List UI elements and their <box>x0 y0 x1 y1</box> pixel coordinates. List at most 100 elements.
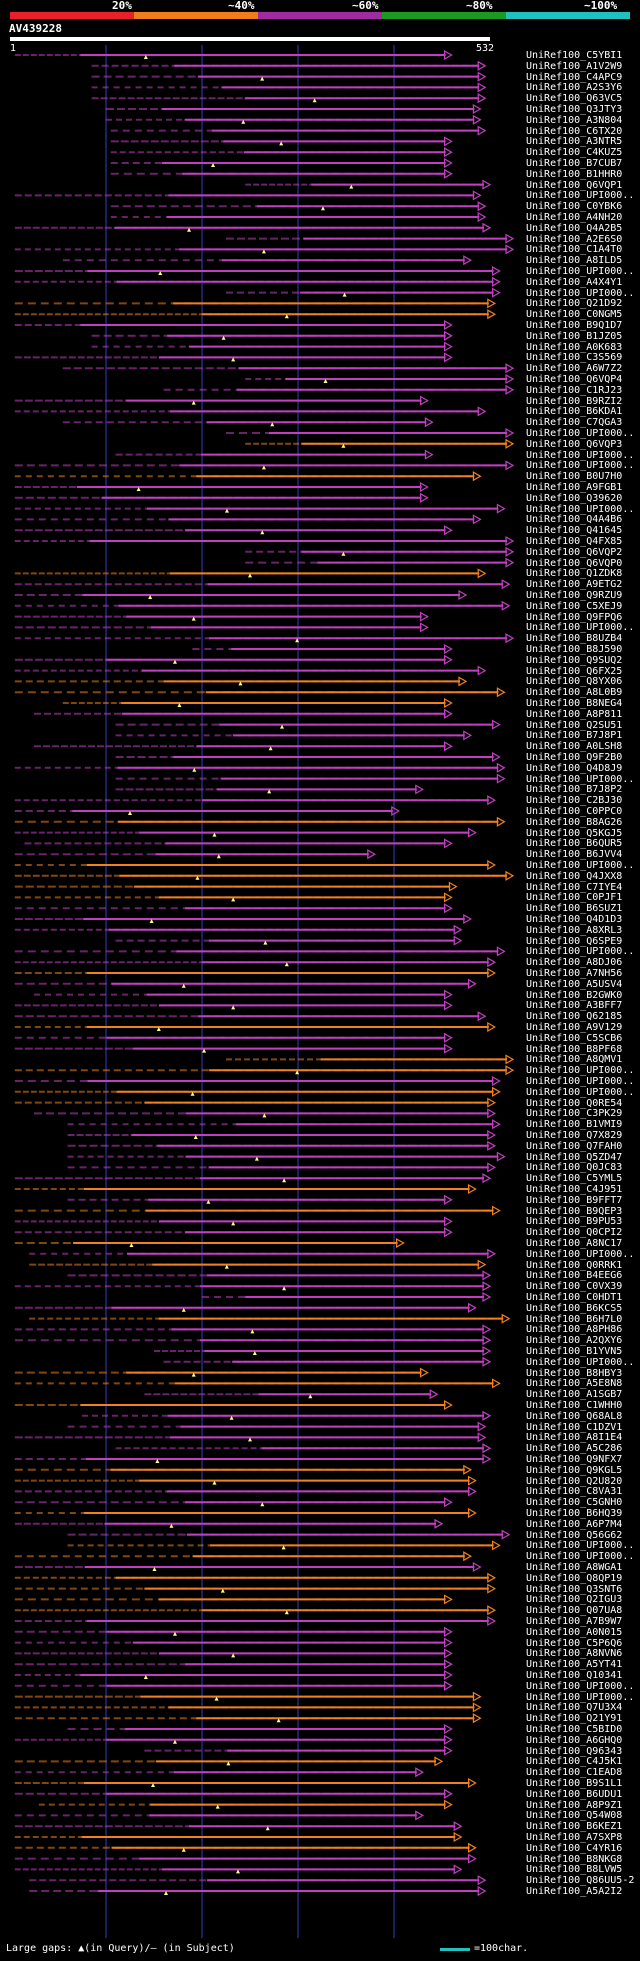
hit-label[interactable]: UniRef100_UPI000.. <box>526 428 635 439</box>
hit-label[interactable]: UniRef100_B9S1L1 <box>526 1778 623 1789</box>
hit-label[interactable]: UniRef100_C5P6Q6 <box>526 1637 623 1649</box>
hit-label[interactable]: UniRef100_C7IYE4 <box>526 881 623 893</box>
hit-label[interactable]: UniRef100_B6KEZ1 <box>526 1821 623 1833</box>
hit-label[interactable]: UniRef100_Q8QP19 <box>526 1572 623 1584</box>
hit-label[interactable]: UniRef100_B8PF68 <box>526 1043 623 1055</box>
hit-label[interactable]: UniRef100_A2E6S0 <box>526 233 623 245</box>
hit-label[interactable]: UniRef100_C7QGA3 <box>526 417 623 429</box>
hit-label[interactable]: UniRef100_C1WHH0 <box>526 1400 623 1411</box>
hit-label[interactable]: UniRef100_Q0RRK1 <box>526 1259 623 1271</box>
hit-label[interactable]: UniRef100_A2S3Y6 <box>526 82 623 94</box>
hit-label[interactable]: UniRef100_B4EEG6 <box>526 1270 623 1282</box>
hit-label[interactable]: UniRef100_C2BJ30 <box>526 795 623 807</box>
hit-label[interactable]: UniRef100_B6QUR5 <box>526 838 623 850</box>
hit-label[interactable]: UniRef100_A9FGB1 <box>526 482 623 493</box>
hit-label[interactable]: UniRef100_UPI000.. <box>526 1356 635 1368</box>
hit-label[interactable]: UniRef100_B8HBY3 <box>526 1367 623 1379</box>
hit-label[interactable]: UniRef100_B6KDA1 <box>526 406 623 418</box>
hit-label[interactable]: UniRef100_A3N804 <box>526 114 623 126</box>
hit-label[interactable]: UniRef100_A1V2W9 <box>526 60 623 72</box>
hit-label[interactable]: UniRef100_Q68AL8 <box>526 1410 623 1422</box>
hit-label[interactable]: UniRef100_C8VA31 <box>526 1486 623 1498</box>
hit-label[interactable]: UniRef100_A3BFF7 <box>526 1000 623 1012</box>
hit-label[interactable]: UniRef100_Q6VQP4 <box>526 374 623 385</box>
hit-label[interactable]: UniRef100_Q6VQP0 <box>526 557 623 569</box>
hit-label[interactable]: UniRef100_Q3JTY3 <box>526 104 623 115</box>
hit-label[interactable]: UniRef100_A8I1E4 <box>526 1432 623 1444</box>
hit-label[interactable]: UniRef100_B1JZ05 <box>526 330 623 342</box>
hit-label[interactable]: UniRef100_UPI000.. <box>526 1086 635 1098</box>
hit-label[interactable]: UniRef100_C0PJF1 <box>526 892 623 904</box>
hit-label[interactable]: UniRef100_C3S569 <box>526 352 623 364</box>
hit-label[interactable]: UniRef100_Q6VQP1 <box>526 179 623 191</box>
hit-label[interactable]: UniRef100_C1A4T0 <box>526 244 623 256</box>
hit-label[interactable]: UniRef100_B1YVN5 <box>526 1346 623 1357</box>
hit-label[interactable]: UniRef100_Q5ZD47 <box>526 1151 623 1163</box>
hit-label[interactable]: UniRef100_Q2SU51 <box>526 719 623 731</box>
hit-label[interactable]: UniRef100_Q0RE54 <box>526 1097 623 1109</box>
hit-label[interactable]: UniRef100_Q6VQP2 <box>526 546 623 558</box>
hit-label[interactable]: UniRef100_C0PPC0 <box>526 806 623 817</box>
hit-label[interactable]: UniRef100_UPI000.. <box>526 1065 635 1077</box>
hit-label[interactable]: UniRef100_UPI000.. <box>526 1551 635 1563</box>
hit-label[interactable]: UniRef100_A8ILD5 <box>526 255 623 267</box>
hit-label[interactable]: UniRef100_C6TX20 <box>526 125 623 137</box>
hit-label[interactable]: UniRef100_B8J590 <box>526 644 623 655</box>
hit-label[interactable]: UniRef100_A7NH56 <box>526 968 623 979</box>
hit-label[interactable]: UniRef100_Q56G62 <box>526 1529 623 1541</box>
hit-label[interactable]: UniRef100_A5USV4 <box>526 978 623 990</box>
hit-label[interactable]: UniRef100_UPI000.. <box>526 860 635 871</box>
hit-label[interactable]: UniRef100_B9PU53 <box>526 1216 623 1228</box>
hit-label[interactable]: UniRef100_B8AG26 <box>526 816 623 828</box>
hit-label[interactable]: UniRef100_A6W7Z2 <box>526 363 623 375</box>
hit-label[interactable]: UniRef100_C1EAD8 <box>526 1767 623 1779</box>
hit-label[interactable]: UniRef100_B9FFT7 <box>526 1194 623 1206</box>
hit-label[interactable]: UniRef100_Q6SPE9 <box>526 935 623 947</box>
hit-label[interactable]: UniRef100_A8PH86 <box>526 1324 623 1336</box>
hit-label[interactable]: UniRef100_UPI000.. <box>526 503 635 515</box>
hit-label[interactable]: UniRef100_C0VX39 <box>526 1281 623 1293</box>
hit-label[interactable]: UniRef100_B1VMI9 <box>526 1119 623 1131</box>
hit-label[interactable]: UniRef100_Q7U3X4 <box>526 1702 623 1714</box>
hit-label[interactable]: UniRef100_B8NKG8 <box>526 1853 623 1865</box>
hit-label[interactable]: UniRef100_Q4FX85 <box>526 536 623 547</box>
hit-label[interactable]: UniRef100_Q4A2B5 <box>526 222 623 234</box>
hit-label[interactable]: UniRef100_UPI000.. <box>526 1076 635 1087</box>
hit-label[interactable]: UniRef100_Q7FAH0 <box>526 1140 623 1152</box>
hit-label[interactable]: UniRef100_A3NTR5 <box>526 136 623 148</box>
hit-label[interactable]: UniRef100_B7CUB7 <box>526 158 623 169</box>
hit-label[interactable]: UniRef100_C4J5K1 <box>526 1756 623 1768</box>
hit-label[interactable]: UniRef100_UPI000.. <box>526 1540 635 1552</box>
hit-label[interactable]: UniRef100_Q4D8J9 <box>526 762 623 774</box>
hit-label[interactable]: UniRef100_A8P9Z1 <box>526 1799 623 1811</box>
hit-label[interactable]: UniRef100_Q21Y91 <box>526 1713 623 1725</box>
hit-label[interactable]: UniRef100_Q8YX06 <box>526 676 623 688</box>
hit-label[interactable]: UniRef100_Q9SUQ2 <box>526 654 623 666</box>
hit-label[interactable]: UniRef100_Q10341 <box>526 1670 623 1681</box>
hit-label[interactable]: UniRef100_Q21D92 <box>526 298 623 310</box>
hit-label[interactable]: UniRef100_Q63VC5 <box>526 93 623 105</box>
hit-label[interactable]: UniRef100_C4APC9 <box>526 71 623 83</box>
hit-label[interactable]: UniRef100_Q7X829 <box>526 1130 623 1141</box>
hit-label[interactable]: UniRef100_Q1ZDK8 <box>526 568 623 580</box>
hit-label[interactable]: UniRef100_C4YR16 <box>526 1842 623 1854</box>
hit-label[interactable]: UniRef100_B9RZI2 <box>526 395 623 407</box>
hit-label[interactable]: UniRef100_B6H7L0 <box>526 1313 623 1325</box>
hit-label[interactable]: UniRef100_A5E8N8 <box>526 1378 623 1390</box>
hit-label[interactable]: UniRef100_C0NGM5 <box>526 309 623 321</box>
hit-label[interactable]: UniRef100_B7J8P2 <box>526 784 623 796</box>
hit-label[interactable]: UniRef100_Q07UA8 <box>526 1605 623 1617</box>
hit-label[interactable]: UniRef100_UPI000.. <box>526 287 635 299</box>
hit-label[interactable]: UniRef100_Q5KGJ5 <box>526 827 623 839</box>
hit-label[interactable]: UniRef100_B9Q1D7 <box>526 320 623 331</box>
hit-label[interactable]: UniRef100_B6HQ39 <box>526 1508 623 1519</box>
hit-label[interactable]: UniRef100_Q2U820 <box>526 1475 623 1487</box>
hit-label[interactable]: UniRef100_B7J8P1 <box>526 730 623 742</box>
hit-label[interactable]: UniRef100_C0YBK6 <box>526 201 623 213</box>
hit-label[interactable]: UniRef100_A2QXY6 <box>526 1335 623 1347</box>
hit-label[interactable]: UniRef100_A8XRL3 <box>526 924 623 936</box>
hit-label[interactable]: UniRef100_Q6VQP3 <box>526 438 623 450</box>
hit-label[interactable]: UniRef100_A8P811 <box>526 708 623 720</box>
hit-label[interactable]: UniRef100_B9QEP3 <box>526 1205 623 1217</box>
hit-label[interactable]: UniRef100_A7SXP8 <box>526 1832 623 1843</box>
